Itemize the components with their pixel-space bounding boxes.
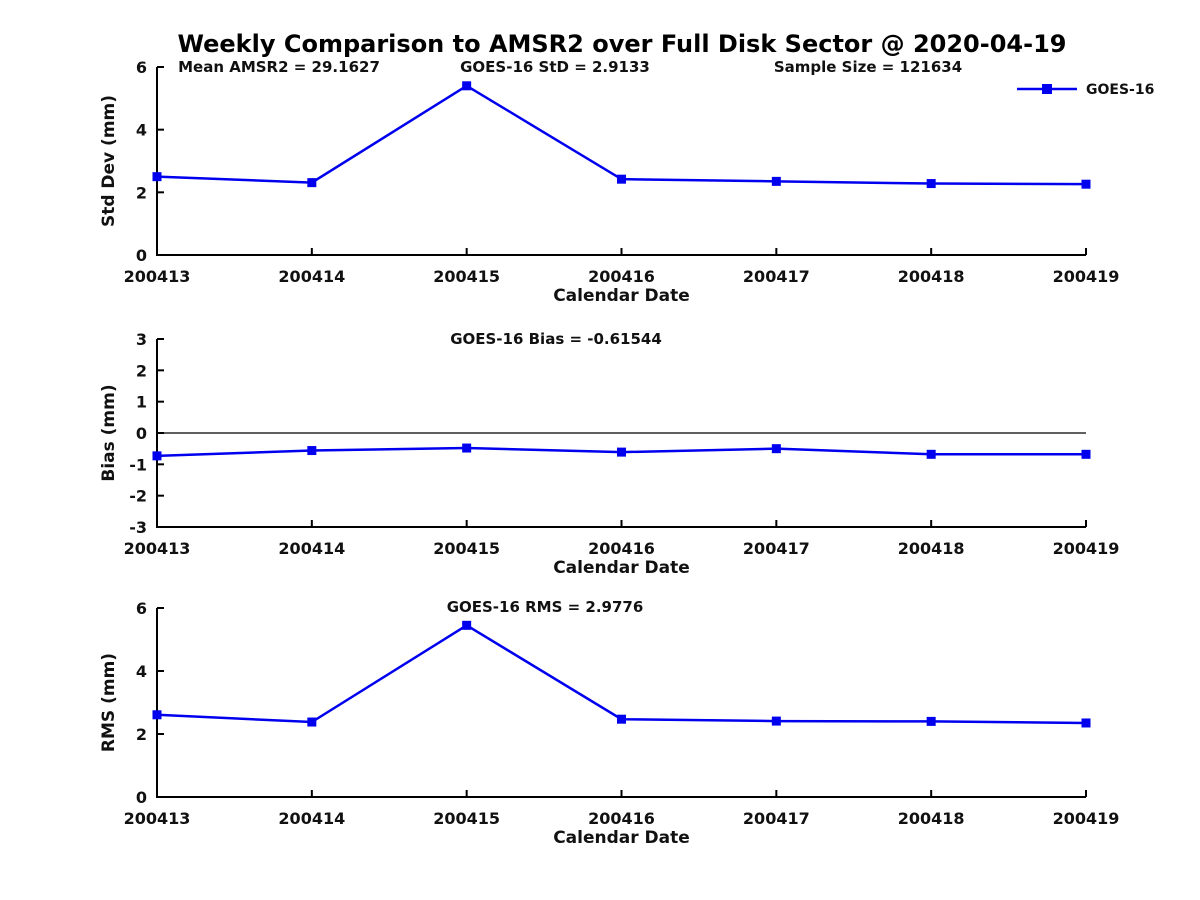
stddev-line-chart: Mean AMSR2 = 29.1627 GOES-16 StD = 2.9133…	[99, 58, 1154, 306]
y-tick-label: 4	[136, 121, 147, 140]
data-marker	[462, 81, 472, 91]
x-tick-label: 200415	[433, 267, 500, 286]
data-marker	[771, 176, 781, 186]
x-tick-label: 200417	[743, 267, 810, 286]
data-marker	[462, 620, 472, 630]
y-tick-label: 1	[136, 393, 147, 412]
x-tick-label: 200413	[124, 809, 191, 828]
data-marker	[617, 174, 626, 184]
annotation-bias: GOES-16 Bias = -0.61544	[450, 330, 662, 348]
x-tick-label: 200414	[278, 539, 345, 558]
x-axis-label: Calendar Date	[553, 286, 690, 306]
data-marker	[617, 714, 626, 724]
x-tick-label: 200414	[278, 267, 345, 286]
x-tick-label: 200416	[588, 809, 655, 828]
x-tick-label: 200417	[743, 809, 810, 828]
x-tick-label: 200416	[588, 267, 655, 286]
y-tick-label: 2	[136, 361, 147, 380]
y-axis-label: Std Dev (mm)	[99, 95, 119, 227]
legend-marker	[1042, 84, 1052, 94]
series-line-goes-16	[156, 623, 1087, 725]
bias-line-chart: GOES-16 Bias = -0.61544 -3 -2 -1 0 1 2 3 200413 2…	[99, 330, 1120, 578]
y-tick-label: 0	[136, 788, 147, 807]
y-tick-label: 0	[136, 246, 147, 265]
data-marker	[926, 449, 936, 459]
y-tick-label: 0	[136, 424, 147, 443]
y-tick-label: 3	[136, 330, 147, 349]
data-marker	[152, 710, 162, 720]
y-tick-label: 2	[136, 725, 147, 744]
x-tick-label: 200418	[898, 539, 965, 558]
annotation-stddev: Sample Size = 121634	[774, 58, 962, 76]
x-tick-label: 200415	[433, 539, 500, 558]
y-tick-label: 2	[136, 183, 147, 202]
y-axis-label: Bias (mm)	[99, 384, 119, 481]
x-tick-label: 200419	[1053, 539, 1120, 558]
data-marker	[307, 446, 317, 456]
rms-line-chart: GOES-16 RMS = 2.9776 0 2 4 6 200413 200414 2004…	[99, 598, 1120, 848]
data-marker	[771, 444, 781, 454]
annotation-stddev: Mean AMSR2 = 29.1627	[178, 58, 380, 76]
series-line-goes-16	[156, 84, 1087, 186]
x-tick-label: 200413	[124, 539, 191, 558]
x-tick-label: 200413	[124, 267, 191, 286]
y-axis-label: RMS (mm)	[99, 653, 119, 752]
y-tick-label: 6	[136, 599, 147, 618]
data-marker	[1081, 179, 1091, 189]
annotation-stddev: GOES-16 StD = 2.9133	[460, 58, 650, 76]
x-axis-label: Calendar Date	[553, 828, 690, 848]
data-marker	[926, 716, 936, 726]
x-axis-label: Calendar Date	[553, 558, 690, 578]
data-marker	[462, 443, 472, 453]
data-marker	[307, 717, 317, 727]
y-tick-label: -1	[129, 455, 147, 474]
x-tick-label: 200419	[1053, 809, 1120, 828]
x-tick-label: 200416	[588, 539, 655, 558]
data-marker	[152, 451, 162, 461]
data-marker	[617, 447, 626, 457]
y-tick-label: -3	[129, 518, 147, 537]
data-marker	[307, 178, 317, 188]
data-marker	[771, 716, 781, 726]
x-tick-label: 200417	[743, 539, 810, 558]
legend-label: GOES-16	[1086, 82, 1154, 98]
x-tick-label: 200418	[898, 809, 965, 828]
data-marker	[152, 172, 162, 182]
annotation-rms: GOES-16 RMS = 2.9776	[447, 598, 644, 616]
figure-title: Weekly Comparison to AMSR2 over Full Dis…	[177, 30, 1067, 58]
x-tick-label: 200414	[278, 809, 345, 828]
data-marker	[926, 179, 936, 189]
y-tick-label: 6	[136, 58, 147, 77]
x-tick-label: 200419	[1053, 267, 1120, 286]
y-tick-label: -2	[129, 487, 147, 506]
data-marker	[1081, 718, 1091, 728]
data-marker	[1081, 449, 1091, 459]
x-tick-label: 200415	[433, 809, 500, 828]
x-tick-label: 200418	[898, 267, 965, 286]
y-tick-label: 4	[136, 662, 147, 681]
